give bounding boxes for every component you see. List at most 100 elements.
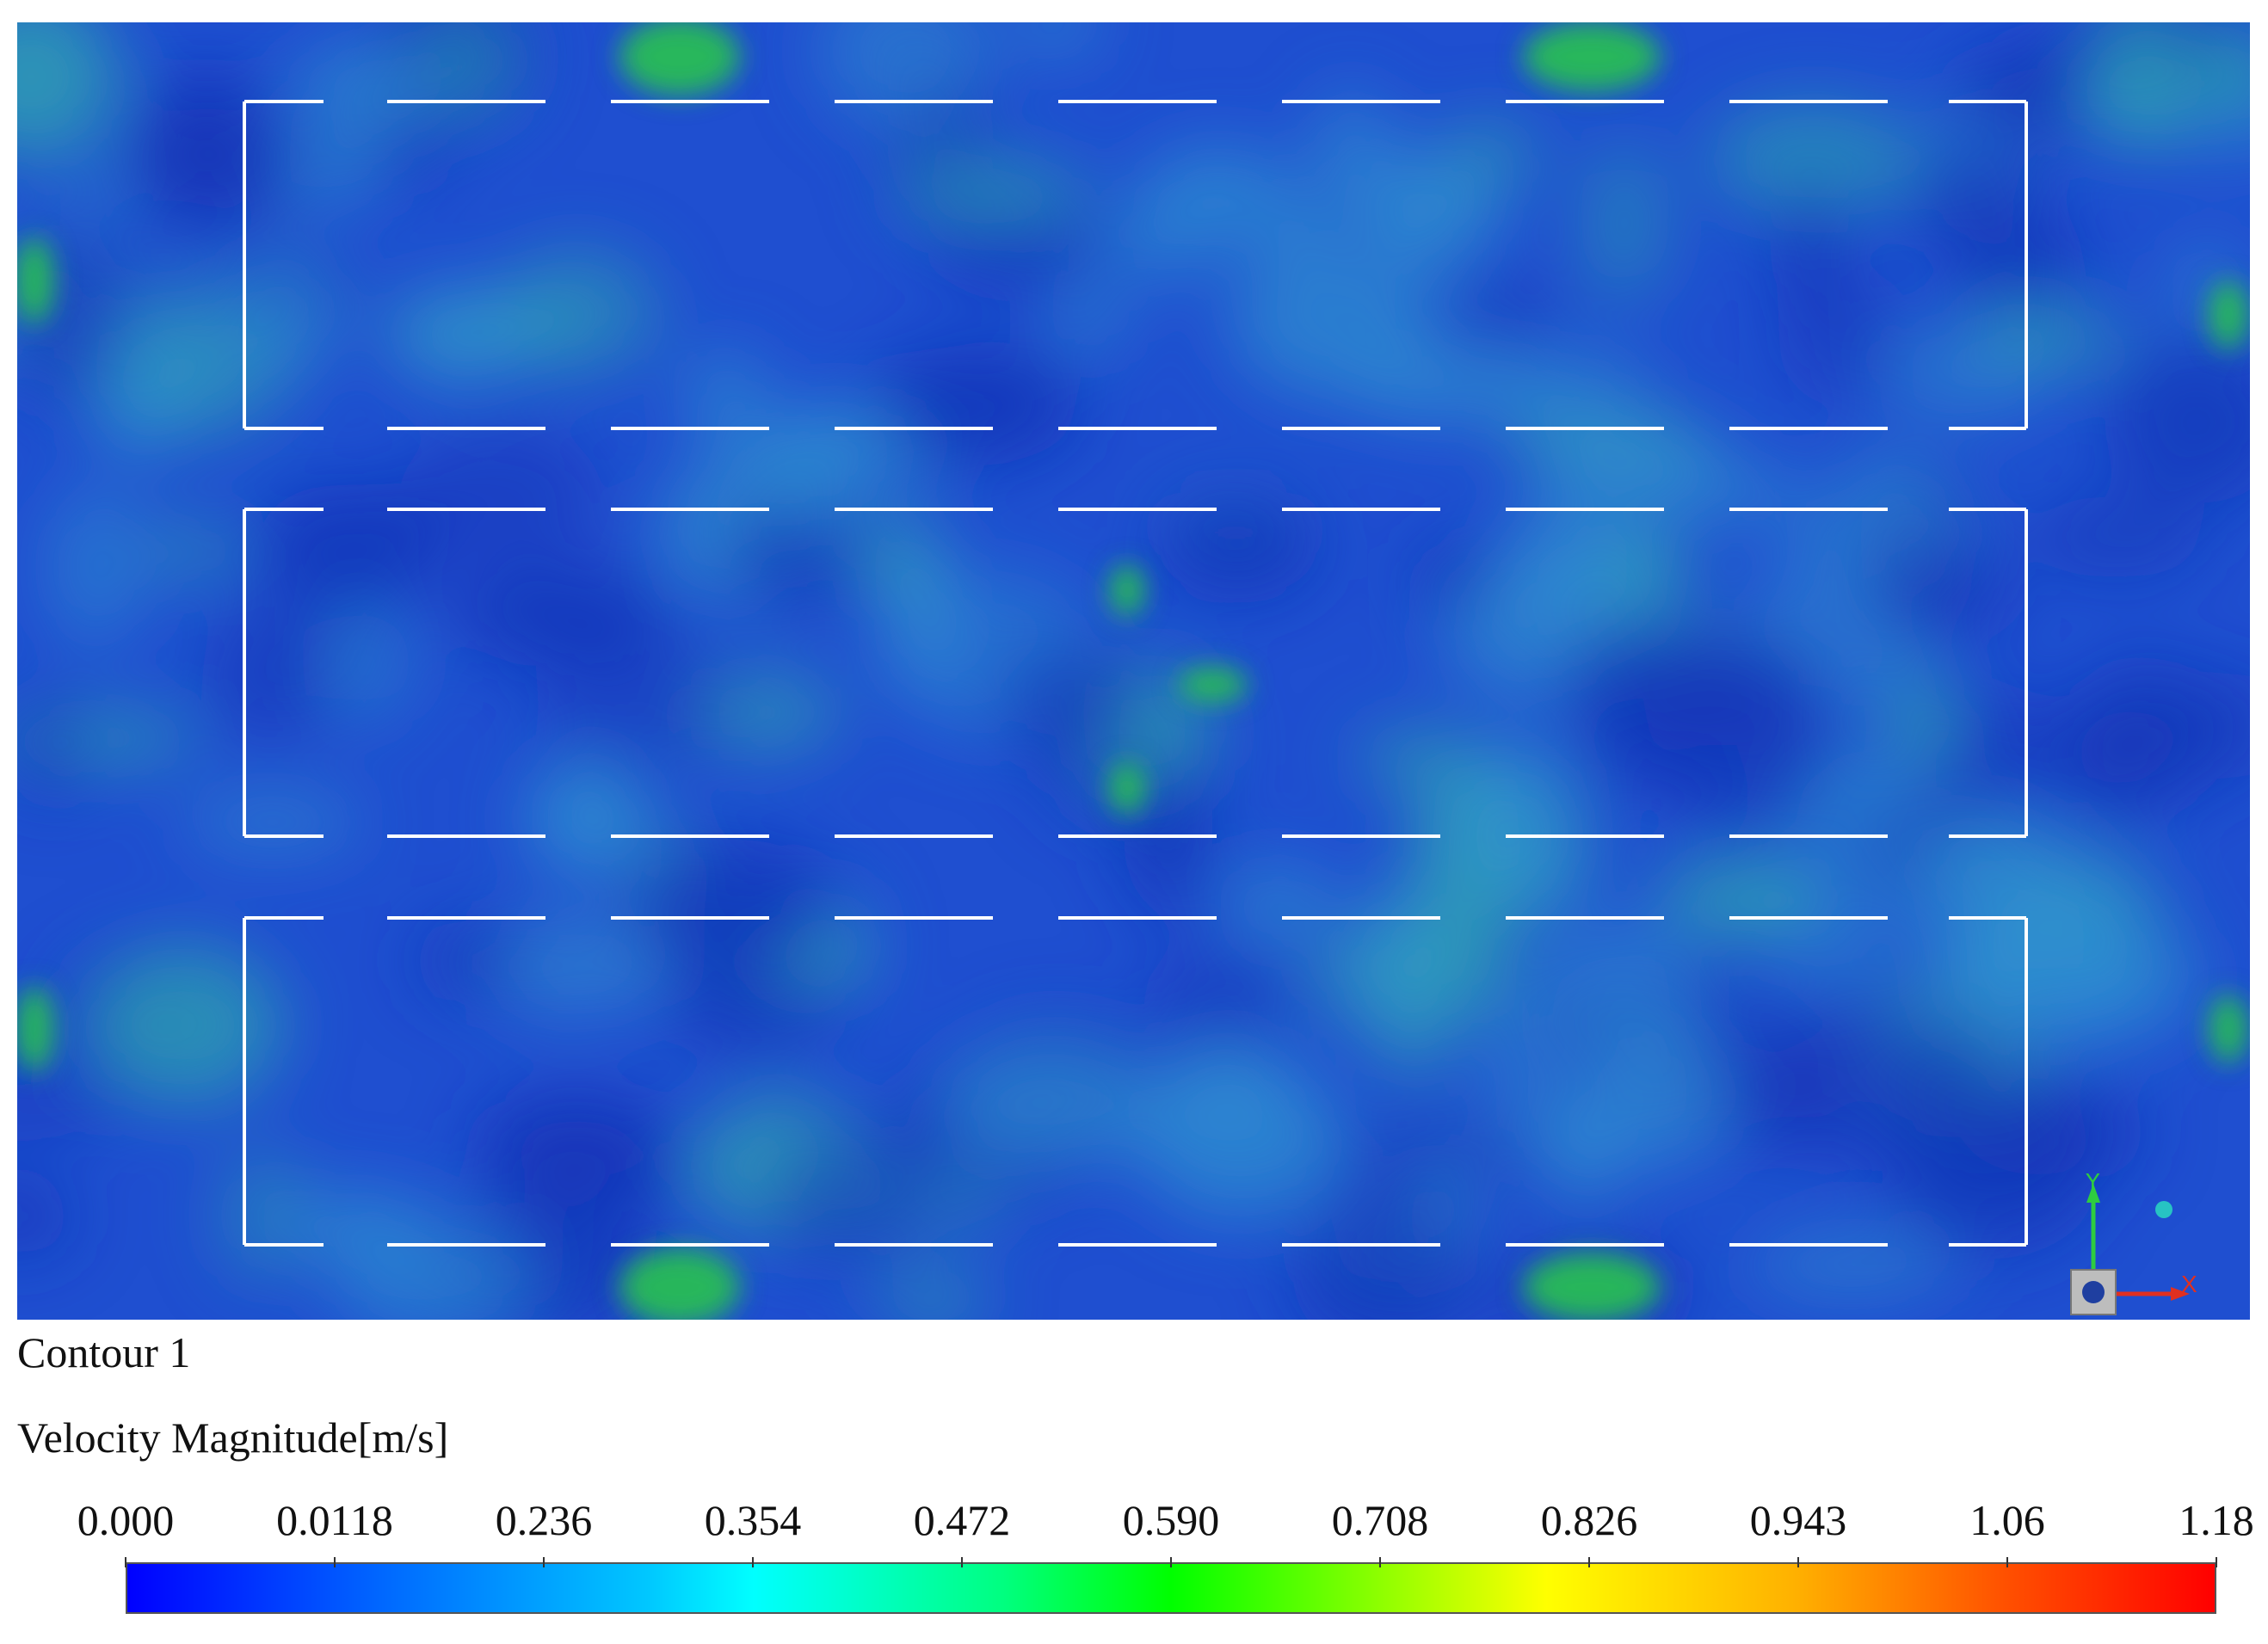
flow-blob bbox=[45, 483, 146, 650]
flow-blob bbox=[254, 483, 445, 613]
high-velocity-spot bbox=[1523, 1253, 1661, 1320]
flow-blob bbox=[422, 22, 515, 121]
flow-blob bbox=[1503, 483, 1644, 654]
flow-blob bbox=[867, 346, 1081, 465]
x-axis-arrow bbox=[2171, 1287, 2190, 1301]
y-axis-arrow bbox=[2086, 1184, 2100, 1203]
colorbar-tick-label: 0.826 bbox=[1540, 1496, 1638, 1544]
flow-blob bbox=[778, 404, 907, 458]
high-velocity-spots bbox=[17, 22, 2247, 1320]
colorbar-tick-label: 0.0118 bbox=[276, 1496, 393, 1544]
flow-blob bbox=[1540, 1085, 1624, 1202]
flow-blob bbox=[1014, 22, 1101, 55]
high-velocity-spot bbox=[619, 1248, 740, 1320]
flow-blob bbox=[292, 43, 434, 139]
flow-blob bbox=[1450, 275, 1560, 344]
flow-blob bbox=[1661, 631, 1821, 746]
flow-blob bbox=[627, 840, 842, 976]
colorbar-tick-label: 1.06 bbox=[1969, 1496, 2045, 1544]
flow-blob bbox=[2197, 26, 2250, 115]
flow-blob bbox=[940, 1038, 1160, 1167]
flow-blob bbox=[201, 602, 339, 743]
flow-blob bbox=[1314, 89, 1390, 215]
flow-blob bbox=[87, 945, 283, 1106]
colorbar-tick-label: 0.000 bbox=[77, 1496, 175, 1544]
flow-blob bbox=[2097, 22, 2186, 150]
flow-blob bbox=[1482, 1002, 1550, 1142]
flow-blob bbox=[2105, 339, 2250, 504]
flow-blob bbox=[413, 920, 527, 1001]
velocity-field bbox=[17, 22, 2250, 1320]
colorbar-tick-mark bbox=[752, 1557, 754, 1567]
flow-blob bbox=[469, 916, 674, 1016]
colorbar bbox=[126, 1562, 2216, 1614]
flow-blob bbox=[891, 164, 1089, 218]
high-velocity-spot bbox=[1110, 564, 1144, 616]
flow-blob bbox=[219, 1148, 308, 1282]
flow-blob bbox=[145, 520, 237, 580]
flow-blob bbox=[1885, 674, 1954, 767]
flow-blob bbox=[1355, 731, 1493, 786]
colorbar-tick-label: 0.236 bbox=[495, 1496, 593, 1544]
colorbar-tick-label: 0.943 bbox=[1749, 1496, 1847, 1544]
x-axis-label: X bbox=[2181, 1271, 2197, 1297]
flow-blob bbox=[1455, 745, 1587, 898]
colorbar-tick-label: 0.354 bbox=[704, 1496, 802, 1544]
flow-blob bbox=[17, 692, 84, 805]
flow-blob bbox=[391, 285, 528, 388]
contour-title: Contour 1 bbox=[17, 1328, 191, 1376]
colorbar-tick-mark bbox=[1588, 1557, 1590, 1567]
high-velocity-spot bbox=[1110, 762, 1144, 814]
axes-triad: Y X bbox=[2070, 1173, 2197, 1315]
flow-pattern bbox=[17, 22, 2250, 1320]
flow-blob bbox=[481, 1099, 684, 1232]
flow-blob bbox=[1851, 445, 1937, 517]
colorbar-tick-label: 0.708 bbox=[1331, 1496, 1429, 1544]
flow-blob bbox=[1775, 476, 1985, 572]
flow-blob bbox=[878, 1272, 989, 1320]
flow-blob bbox=[876, 539, 960, 693]
flow-blob bbox=[1224, 864, 1334, 943]
flow-blob bbox=[764, 1130, 931, 1268]
colorbar-tick-label: 1.18 bbox=[2179, 1496, 2254, 1544]
flow-blob bbox=[1936, 684, 2060, 811]
high-velocity-spot bbox=[1179, 668, 1248, 702]
contour-viewport[interactable]: Y X bbox=[17, 22, 2250, 1320]
flow-blob bbox=[1352, 879, 1445, 1038]
flow-blob bbox=[1747, 1235, 1952, 1294]
flow-blob bbox=[1767, 1034, 1845, 1139]
flow-blob bbox=[1144, 948, 1294, 1046]
colorbar-tick-mark bbox=[2216, 1557, 2217, 1567]
flow-blob bbox=[686, 350, 767, 446]
flow-blob bbox=[1052, 288, 1130, 345]
flow-blob bbox=[139, 65, 273, 231]
flow-blob bbox=[1581, 140, 1668, 305]
view-sphere-icon bbox=[2155, 1201, 2172, 1218]
colorbar-tick-labels: 0.000 0.0118 0.236 0.354 0.472 0.590 0.708 0.82… bbox=[0, 1495, 2268, 1555]
colorbar-tick-mark bbox=[961, 1557, 963, 1567]
flow-blob bbox=[17, 1179, 74, 1256]
high-velocity-spot bbox=[2209, 994, 2247, 1063]
z-axis-dot bbox=[2082, 1281, 2105, 1303]
flow-blob bbox=[59, 166, 140, 231]
flow-blob bbox=[1135, 1058, 1345, 1220]
flow-blob bbox=[495, 248, 660, 375]
flow-blob bbox=[1969, 912, 2038, 1027]
flow-blob bbox=[17, 1078, 122, 1135]
flow-blob bbox=[1345, 351, 1560, 422]
partition-walls bbox=[243, 100, 2028, 1247]
colorbar-tick-mark bbox=[543, 1557, 545, 1567]
flow-blob bbox=[1415, 541, 1489, 613]
variable-label: Velocity Magnitude[m/s] bbox=[17, 1413, 449, 1462]
flow-blob bbox=[1966, 311, 2128, 366]
colorbar-tick-label: 0.472 bbox=[913, 1496, 1011, 1544]
flow-blob bbox=[1514, 346, 1650, 435]
flow-blob bbox=[1900, 147, 2039, 242]
flow-blob bbox=[1708, 102, 1920, 214]
colorbar-tick-mark bbox=[334, 1557, 336, 1567]
flow-blob bbox=[817, 22, 992, 131]
flow-blob bbox=[1963, 1086, 2145, 1177]
flow-blob bbox=[400, 425, 603, 561]
flow-blob bbox=[2054, 698, 2171, 822]
colorbar-tick-mark bbox=[1379, 1557, 1381, 1567]
